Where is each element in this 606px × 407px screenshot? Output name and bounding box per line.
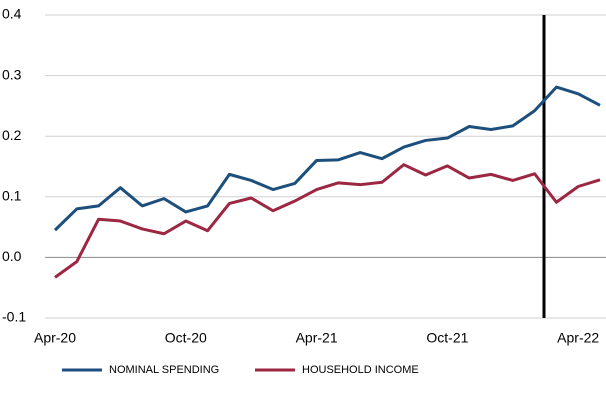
y-tick-label: 0.1 [2,188,22,204]
series-line [54,163,601,279]
y-tick-label: 0.0 [2,248,22,264]
x-tick-label: Oct-21 [426,330,468,346]
x-tick-label: Apr-22 [557,330,599,346]
x-tick-label: Apr-20 [34,330,76,346]
y-tick-label: 0.2 [2,127,22,143]
x-tick-label: Apr-21 [296,330,338,346]
y-tick-label: 0.4 [2,6,22,22]
x-tick-label: Oct-20 [165,330,207,346]
series-line [53,85,601,232]
y-tick-label: 0.3 [2,66,22,82]
legend-label: HOUSEHOLD INCOME [302,364,419,376]
legend-label: NOMINAL SPENDING [109,364,219,376]
y-tick-label: -0.1 [2,309,26,325]
